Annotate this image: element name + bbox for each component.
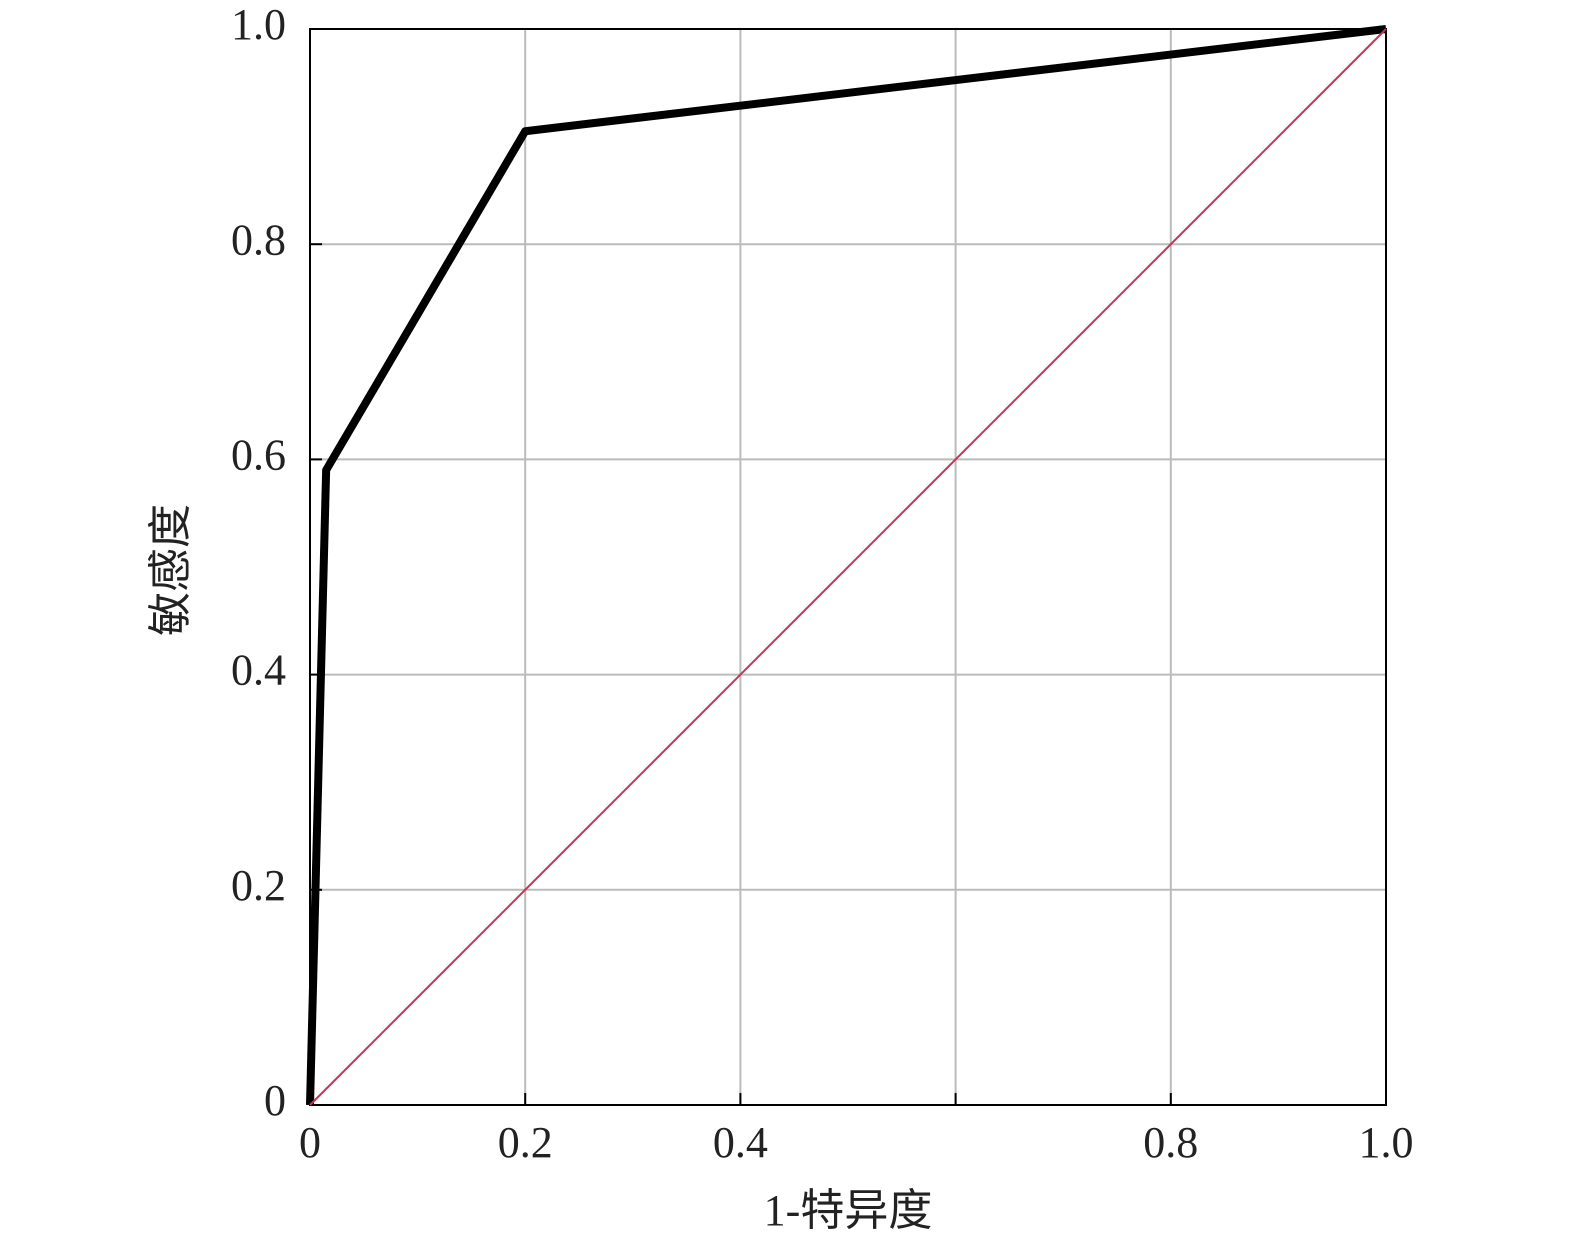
x-tick-label: 0: [299, 1118, 321, 1167]
x-tick-label: 1.0: [1359, 1118, 1414, 1167]
y-axis-label: 敏感度: [146, 504, 195, 636]
x-axis-label: 1-特异度: [764, 1186, 933, 1235]
y-tick-label: 0: [264, 1076, 286, 1125]
line-series: [306, 25, 1387, 1106]
x-tick-label: 0.2: [498, 1118, 553, 1167]
line-series: [309, 28, 1387, 1106]
y-tick-label: 0.2: [231, 861, 286, 910]
y-tick-label: 0.4: [231, 646, 286, 695]
y-tick-label: 0.8: [231, 215, 286, 264]
y-tick-label: 0.6: [231, 430, 286, 479]
plot-frame: [309, 28, 1387, 1106]
y-tick-label: 1.0: [231, 0, 286, 49]
x-tick-label: 0.8: [1143, 1118, 1198, 1167]
x-tick-label: 0.4: [713, 1118, 768, 1167]
